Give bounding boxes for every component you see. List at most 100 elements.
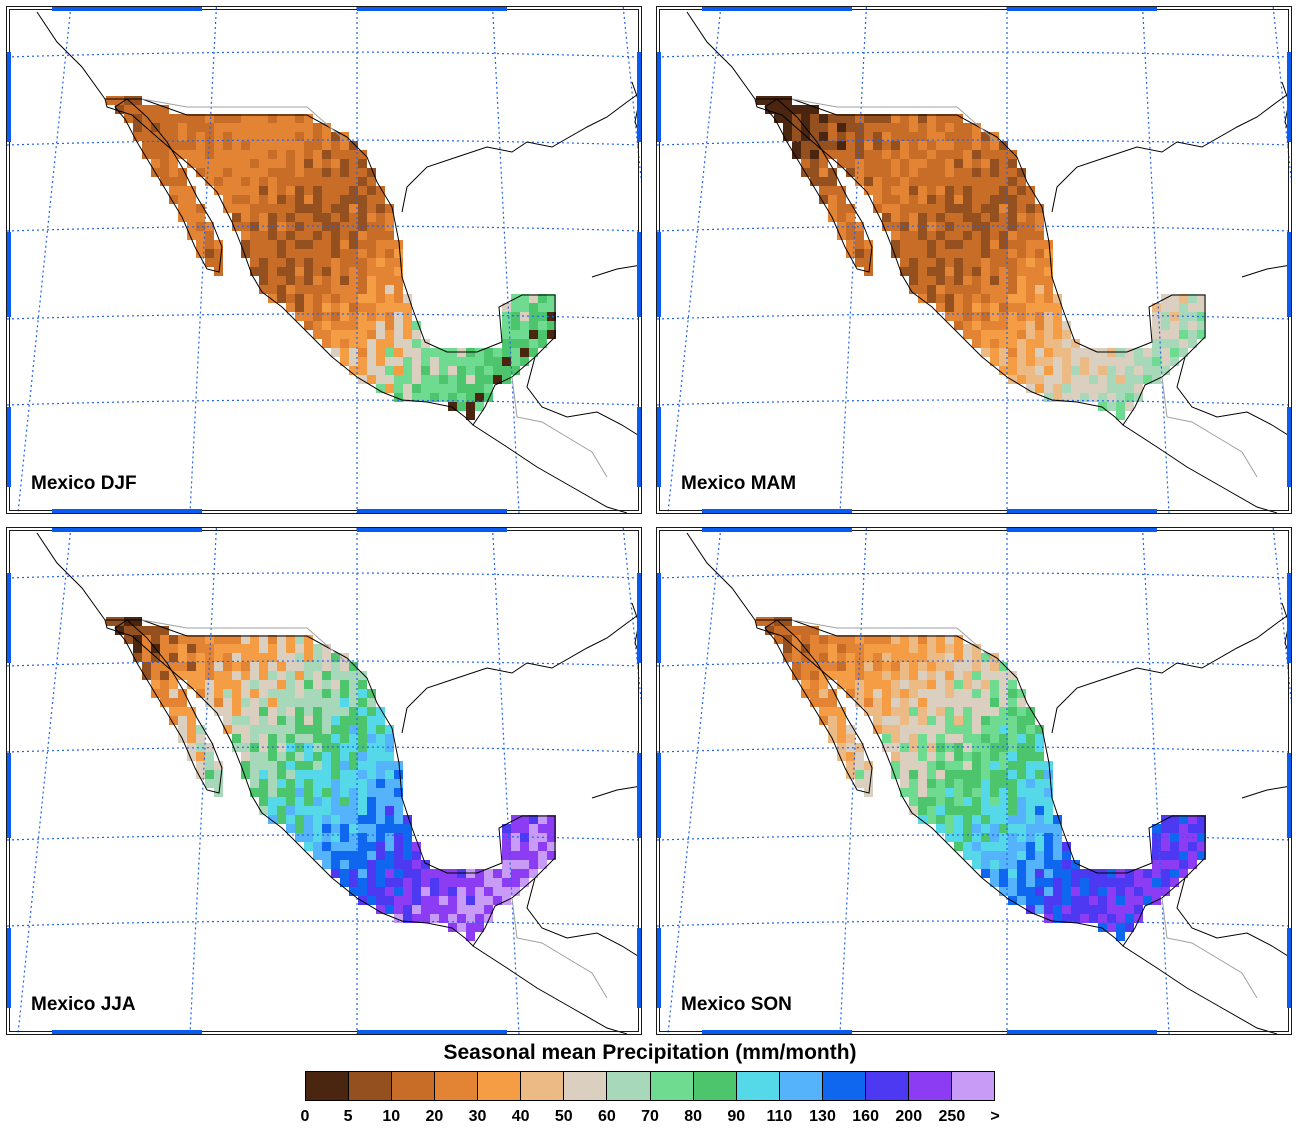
precip-cell xyxy=(936,671,945,680)
precip-cell xyxy=(1044,797,1053,806)
precip-cell xyxy=(801,150,810,159)
precip-cell xyxy=(268,761,277,770)
precip-cell xyxy=(1008,303,1017,312)
precip-cell xyxy=(304,294,313,303)
precip-cell xyxy=(304,231,313,240)
precip-cell xyxy=(837,752,846,761)
precip-cell xyxy=(466,923,475,932)
precip-cell xyxy=(277,177,286,186)
precip-cell xyxy=(1053,815,1062,824)
precip-cell xyxy=(1161,851,1170,860)
precip-cell xyxy=(367,204,376,213)
precip-cell xyxy=(1188,851,1197,860)
precip-cell xyxy=(900,168,909,177)
precip-cell xyxy=(954,644,963,653)
precip-cell xyxy=(214,653,223,662)
precip-cell xyxy=(331,725,340,734)
precip-cell xyxy=(891,761,900,770)
precip-cell xyxy=(250,635,259,644)
precip-cell xyxy=(295,231,304,240)
central-america-caribbean-coast xyxy=(526,877,641,959)
precip-cell xyxy=(990,680,999,689)
precip-cell xyxy=(1035,231,1044,240)
precip-cell xyxy=(259,680,268,689)
precip-cell xyxy=(241,231,250,240)
frame-tick xyxy=(657,232,661,317)
precip-cell xyxy=(1044,393,1053,402)
precip-cell xyxy=(972,716,981,725)
precip-cell xyxy=(1017,222,1026,231)
precip-cell xyxy=(1035,213,1044,222)
precip-cell xyxy=(529,824,538,833)
precip-cell xyxy=(927,150,936,159)
precip-cell xyxy=(340,842,349,851)
precip-cell xyxy=(259,132,268,141)
precip-cell xyxy=(286,770,295,779)
precip-cell xyxy=(1044,869,1053,878)
precip-cell xyxy=(286,285,295,294)
precip-cell xyxy=(972,123,981,132)
precip-cell xyxy=(358,168,367,177)
precip-cell xyxy=(936,779,945,788)
precip-cell xyxy=(223,689,232,698)
precip-cell xyxy=(909,635,918,644)
precip-cell xyxy=(1035,267,1044,276)
precip-cell xyxy=(331,860,340,869)
precip-cell xyxy=(376,788,385,797)
precip-cell xyxy=(268,707,277,716)
precip-cell xyxy=(169,671,178,680)
precip-cell xyxy=(1026,330,1035,339)
precip-cell xyxy=(358,797,367,806)
precip-cell xyxy=(250,662,259,671)
colorbar-swatch xyxy=(478,1072,522,1100)
precip-cell xyxy=(385,752,394,761)
precip-cell xyxy=(529,869,538,878)
precip-cell xyxy=(268,204,277,213)
precip-cell xyxy=(331,285,340,294)
precip-cell xyxy=(331,734,340,743)
precip-cell xyxy=(349,276,358,285)
precip-cell xyxy=(1053,914,1062,923)
precip-cell xyxy=(358,806,367,815)
precip-cell xyxy=(268,689,277,698)
precip-cell xyxy=(1188,330,1197,339)
precip-cell xyxy=(999,851,1008,860)
precip-cell xyxy=(340,177,349,186)
precip-cell xyxy=(412,842,421,851)
precip-cell xyxy=(385,267,394,276)
colorbar-swatch xyxy=(779,1072,823,1100)
precip-cell xyxy=(295,788,304,797)
precip-cell xyxy=(538,851,547,860)
precip-cell xyxy=(873,671,882,680)
precip-cell xyxy=(394,375,403,384)
precip-cell xyxy=(990,851,999,860)
precip-cell xyxy=(999,662,1008,671)
precip-cell xyxy=(855,671,864,680)
precip-cell xyxy=(349,159,358,168)
precip-cell xyxy=(259,707,268,716)
precip-cell xyxy=(331,815,340,824)
precip-cell xyxy=(990,348,999,357)
precip-cell xyxy=(340,141,349,150)
precip-cell xyxy=(963,824,972,833)
precip-cell xyxy=(358,285,367,294)
precip-cell xyxy=(385,833,394,842)
precip-cell xyxy=(160,141,169,150)
precip-cell xyxy=(1161,842,1170,851)
precip-cell xyxy=(963,312,972,321)
precip-cell xyxy=(169,662,178,671)
precip-cell xyxy=(484,348,493,357)
precip-cell xyxy=(322,743,331,752)
precip-cell xyxy=(358,195,367,204)
precip-cell xyxy=(349,806,358,815)
precip-cell xyxy=(151,626,160,635)
precip-cell xyxy=(1026,339,1035,348)
precip-cell xyxy=(277,707,286,716)
precip-cell xyxy=(340,240,349,249)
precip-cell xyxy=(376,276,385,285)
precip-cell xyxy=(250,150,259,159)
precip-cell xyxy=(313,150,322,159)
precip-cell xyxy=(936,267,945,276)
precip-cell xyxy=(819,644,828,653)
precip-cell xyxy=(349,186,358,195)
